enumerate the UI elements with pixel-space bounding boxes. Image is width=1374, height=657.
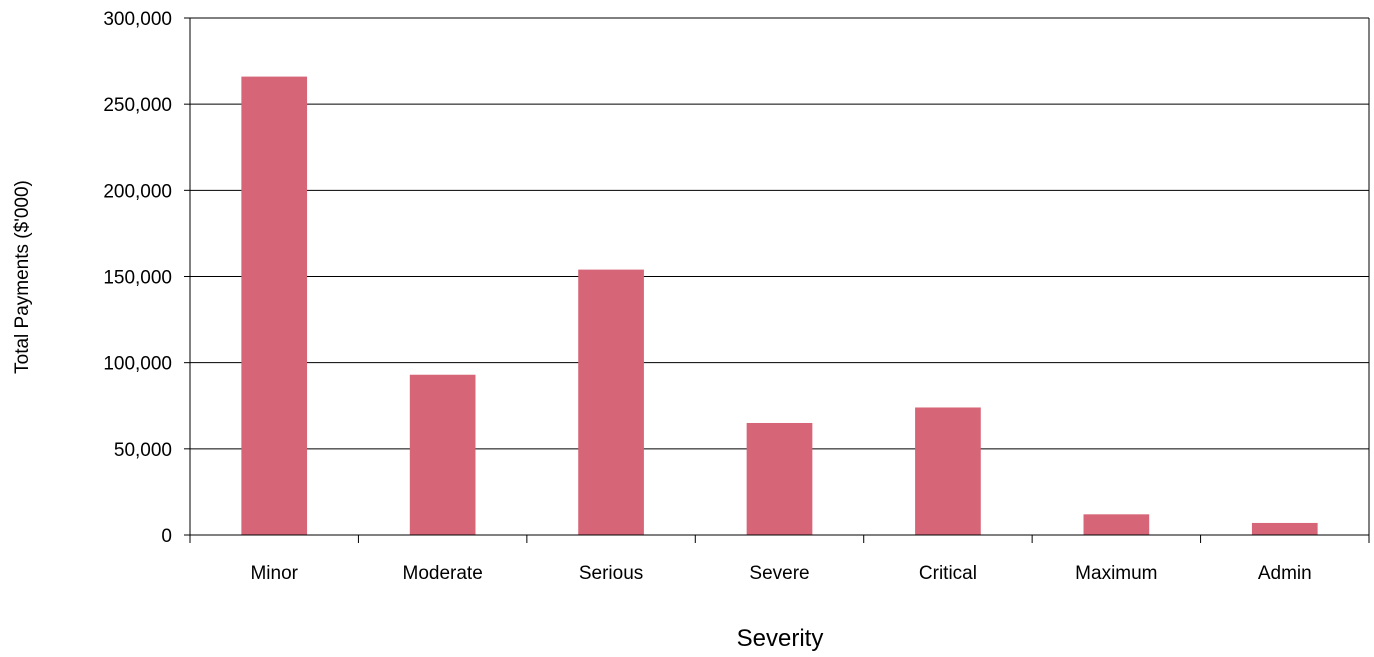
y-tick-label: 50,000 bbox=[114, 440, 172, 461]
y-tick-label: 300,000 bbox=[103, 9, 172, 30]
y-tick-label: 200,000 bbox=[103, 181, 172, 202]
x-tick-label: Moderate bbox=[403, 563, 483, 584]
y-tick-label: 100,000 bbox=[103, 354, 172, 375]
x-axis-title: Severity bbox=[737, 625, 824, 652]
x-tick-labels: Minor Moderate Serious Severe Critical Maximu… bbox=[250, 563, 1311, 584]
x-tick-label: Maximum bbox=[1075, 563, 1157, 584]
x-tick-label: Admin bbox=[1258, 563, 1312, 584]
x-tick-label: Serious bbox=[579, 563, 643, 584]
bar bbox=[578, 269, 644, 535]
x-tick-label: Severe bbox=[749, 563, 809, 584]
axes bbox=[184, 17, 1370, 543]
y-tick-label: 0 bbox=[161, 526, 172, 547]
bar bbox=[1083, 514, 1150, 535]
y-tick-label: 250,000 bbox=[103, 95, 172, 116]
y-tick-labels: 0 50,000 100,000 150,000 200,000 250,000 300,0… bbox=[103, 9, 172, 547]
bar bbox=[1251, 522, 1318, 535]
bar bbox=[746, 422, 813, 535]
bar bbox=[241, 76, 308, 536]
bars bbox=[241, 76, 1318, 536]
gridlines bbox=[190, 17, 1369, 450]
y-tick-label: 150,000 bbox=[103, 268, 172, 289]
bar bbox=[915, 407, 981, 535]
bar bbox=[409, 374, 476, 535]
y-axis-title: Total Payments ($'000) bbox=[12, 180, 33, 374]
x-tick-label: Critical bbox=[919, 563, 977, 584]
x-tick-label: Minor bbox=[250, 563, 298, 584]
